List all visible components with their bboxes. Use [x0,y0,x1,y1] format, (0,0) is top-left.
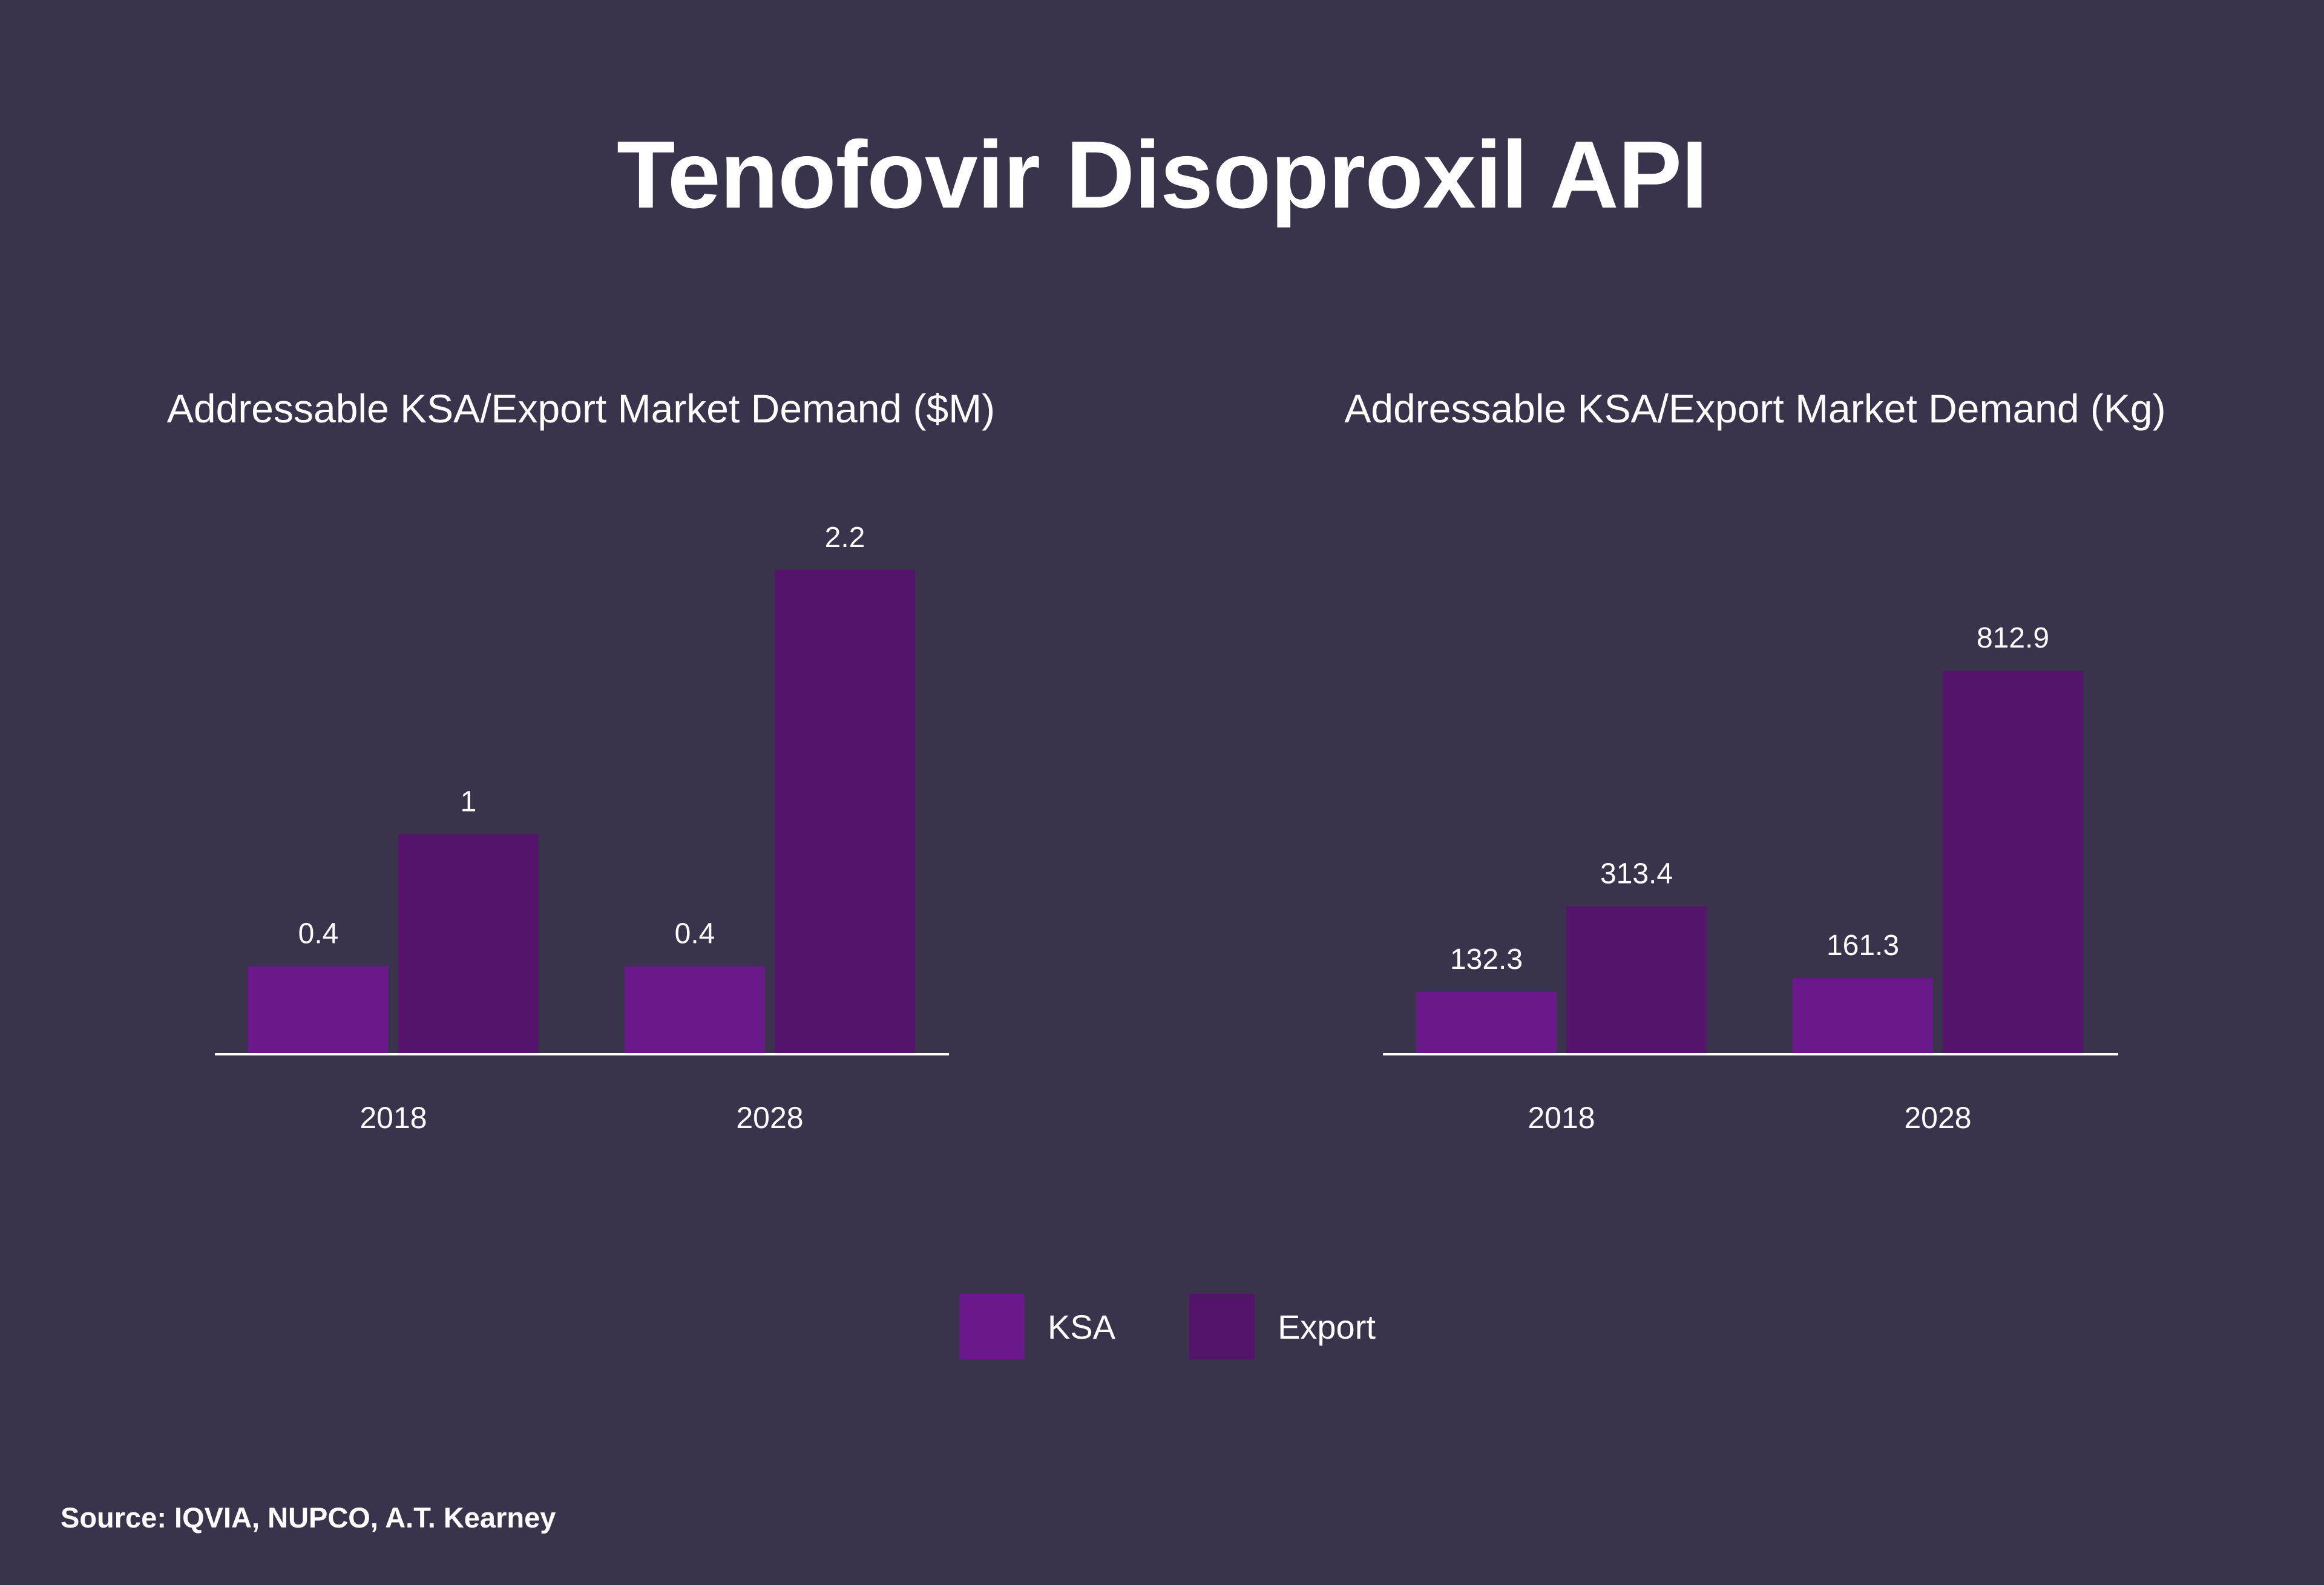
data-label-ksa-2018-dollars: 0.4 [298,918,339,950]
legend: KSA Export [959,1294,1449,1359]
bar-chart-dollars: 0.4 1 2018 0.4 2.2 2028 [215,522,949,1135]
chart-title-dollars: Addressable KSA/Export Market Demand ($M… [166,386,996,431]
x-tick-label-2028-dollars: 2028 [736,1101,803,1135]
page-title: Tenofovir Disoproxil API [617,122,1708,228]
chart-title-kg: Addressable KSA/Export Market Demand (Kg… [1344,386,2166,431]
bar-ksa-2028-kg [1793,978,1933,1054]
bar-ksa-2028-dollars [625,966,765,1054]
source-note: Source: IQVIA, NUPCO, A.T. Kearney [61,1501,556,1534]
data-label-ksa-2018-kg: 132.3 [1450,943,1523,976]
bar-export-2018-kg [1566,906,1707,1054]
data-label-export-2028-dollars: 2.2 [825,522,865,554]
bar-ksa-2018-dollars [248,966,389,1054]
bar-chart-kg: 132.3 313.4 2018 161.3 812.9 2028 [1383,622,2118,1135]
bar-export-2018-dollars [398,834,539,1054]
bar-ksa-2018-kg [1416,991,1557,1054]
data-label-ksa-2028-dollars: 0.4 [675,918,715,950]
x-tick-label-2018-dollars: 2018 [359,1101,427,1135]
x-tick-label-2028-kg: 2028 [1904,1101,1971,1135]
bar-export-2028-dollars [775,570,915,1054]
legend-item-export: Export [1189,1294,1376,1359]
legend-swatch-ksa [959,1294,1025,1359]
data-label-ksa-2028-kg: 161.3 [1827,930,1899,962]
x-tick-label-2018-kg: 2018 [1528,1101,1595,1135]
legend-label-export: Export [1278,1307,1376,1346]
data-label-export-2018-dollars: 1 [461,786,477,818]
legend-swatch-export [1189,1294,1255,1359]
bar-export-2028-kg [1943,671,2083,1054]
data-label-export-2028-kg: 812.9 [1977,622,2049,654]
legend-item-ksa: KSA [959,1294,1115,1359]
legend-label-ksa: KSA [1048,1307,1116,1346]
data-label-export-2018-kg: 313.4 [1600,858,1673,890]
